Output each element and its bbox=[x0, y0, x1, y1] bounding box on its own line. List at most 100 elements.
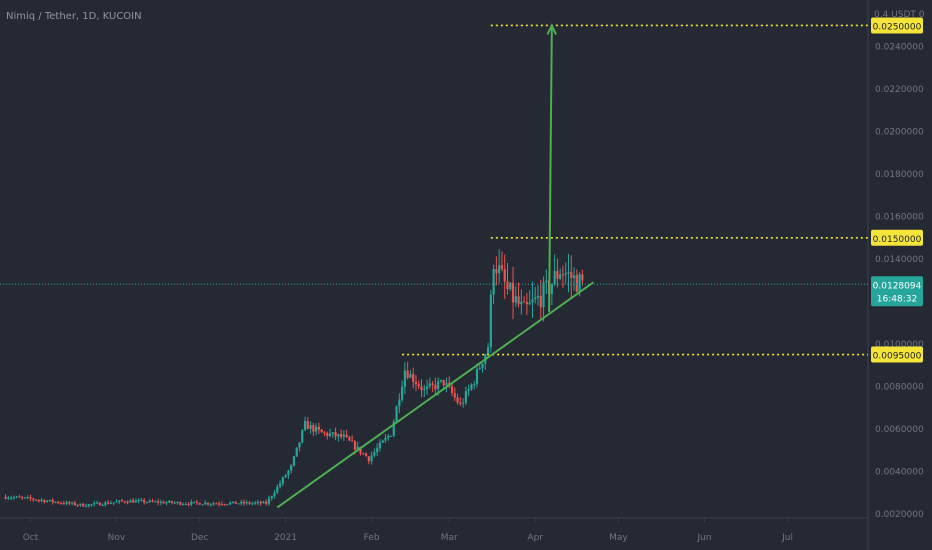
candle-body bbox=[453, 393, 456, 398]
candle-body bbox=[528, 302, 531, 305]
candle-body bbox=[442, 379, 445, 386]
candle-body bbox=[118, 500, 121, 502]
candle-body bbox=[137, 500, 140, 502]
time-tick-label: Jul bbox=[781, 533, 793, 543]
candle-body bbox=[539, 295, 542, 308]
candle-body bbox=[387, 435, 390, 438]
candle-body bbox=[517, 296, 520, 305]
candle-body bbox=[320, 429, 323, 433]
candle-body bbox=[195, 501, 198, 503]
candle-body bbox=[523, 301, 526, 303]
candle-body bbox=[290, 465, 293, 471]
candle-body bbox=[428, 383, 431, 387]
candle-body bbox=[273, 492, 276, 497]
time-tick-label: Apr bbox=[527, 533, 543, 543]
arrow-head bbox=[546, 23, 558, 35]
price-tick-label: 0.0240000 bbox=[875, 43, 924, 53]
candle-body bbox=[414, 381, 418, 385]
candle-body bbox=[572, 275, 576, 278]
candle-body bbox=[434, 384, 437, 390]
candle-body bbox=[220, 503, 223, 505]
candle-body bbox=[353, 441, 357, 450]
candle-body bbox=[356, 446, 359, 450]
candle-body bbox=[489, 294, 492, 348]
candle-body bbox=[40, 500, 43, 502]
candle-body bbox=[470, 384, 473, 390]
candle-body bbox=[265, 501, 268, 504]
candle-body bbox=[389, 435, 393, 437]
price-tick-label: 0.0140000 bbox=[875, 255, 924, 265]
candle-body bbox=[542, 282, 545, 308]
price-unit-label: 0.4 USDT 0 bbox=[874, 10, 925, 20]
candle-body bbox=[531, 299, 534, 303]
candle-body bbox=[331, 432, 334, 434]
candle-body bbox=[201, 504, 204, 506]
candle-body bbox=[179, 502, 182, 505]
candle-body bbox=[392, 421, 395, 436]
candle-body bbox=[509, 282, 512, 289]
candle-body bbox=[534, 297, 537, 300]
candle-body bbox=[475, 369, 479, 385]
candle-body bbox=[57, 501, 60, 503]
candle-body bbox=[82, 503, 85, 507]
candle-body bbox=[456, 397, 459, 403]
price-tick-label: 0.0100000 bbox=[875, 340, 924, 350]
candle-body bbox=[259, 501, 262, 504]
candle-body bbox=[262, 501, 265, 504]
candle-body bbox=[301, 430, 304, 443]
last-price-tag bbox=[871, 276, 923, 307]
candle-body bbox=[21, 497, 24, 499]
candle-body bbox=[181, 504, 185, 506]
time-tick-label: Dec bbox=[191, 533, 208, 543]
candle-body bbox=[193, 501, 196, 503]
candle-body bbox=[132, 500, 135, 503]
candle-body bbox=[159, 501, 162, 503]
candle-body bbox=[176, 502, 179, 504]
candle-body bbox=[334, 432, 337, 437]
price-tick-label: 0.0160000 bbox=[875, 213, 924, 223]
candle-body bbox=[204, 502, 207, 505]
candle-body bbox=[567, 272, 570, 274]
candle-body bbox=[84, 506, 88, 508]
candles bbox=[4, 249, 584, 508]
candle-body bbox=[511, 282, 515, 303]
candle-body bbox=[217, 503, 221, 505]
candle-body bbox=[348, 436, 351, 441]
level-price-label: 0.0150000 bbox=[873, 235, 922, 245]
candle-body bbox=[18, 496, 21, 498]
candle-body bbox=[500, 265, 504, 269]
candle-body bbox=[156, 501, 160, 503]
candle-body bbox=[54, 501, 57, 503]
candle-body bbox=[520, 301, 523, 305]
candle-body bbox=[87, 504, 90, 507]
candle-body bbox=[323, 432, 326, 434]
candle-body bbox=[90, 504, 93, 506]
candle-body bbox=[251, 503, 254, 505]
candle-body bbox=[79, 503, 82, 506]
candle-body bbox=[184, 503, 187, 505]
candle-body bbox=[312, 425, 315, 432]
candle-body bbox=[43, 500, 46, 503]
candle-body bbox=[292, 456, 296, 466]
candle-body bbox=[376, 448, 379, 453]
candle-body bbox=[437, 381, 440, 390]
price-tick-label: 0.0060000 bbox=[875, 425, 924, 435]
candle-body bbox=[278, 483, 282, 487]
candle-body bbox=[48, 499, 52, 501]
candle-body bbox=[231, 501, 235, 503]
candle-body bbox=[364, 453, 368, 457]
price-tick-label: 0.0200000 bbox=[875, 128, 924, 138]
candle-body bbox=[76, 505, 79, 507]
candle-body bbox=[498, 265, 501, 274]
candle-body bbox=[412, 373, 415, 382]
candle-body bbox=[370, 455, 373, 462]
candle-body bbox=[198, 502, 201, 505]
candle-body bbox=[378, 442, 382, 449]
time-tick-label: May bbox=[609, 533, 628, 543]
candle-body bbox=[34, 499, 38, 501]
candle-body bbox=[170, 501, 174, 503]
candle-body bbox=[112, 502, 115, 504]
candle-body bbox=[162, 501, 165, 504]
candle-body bbox=[503, 268, 506, 282]
